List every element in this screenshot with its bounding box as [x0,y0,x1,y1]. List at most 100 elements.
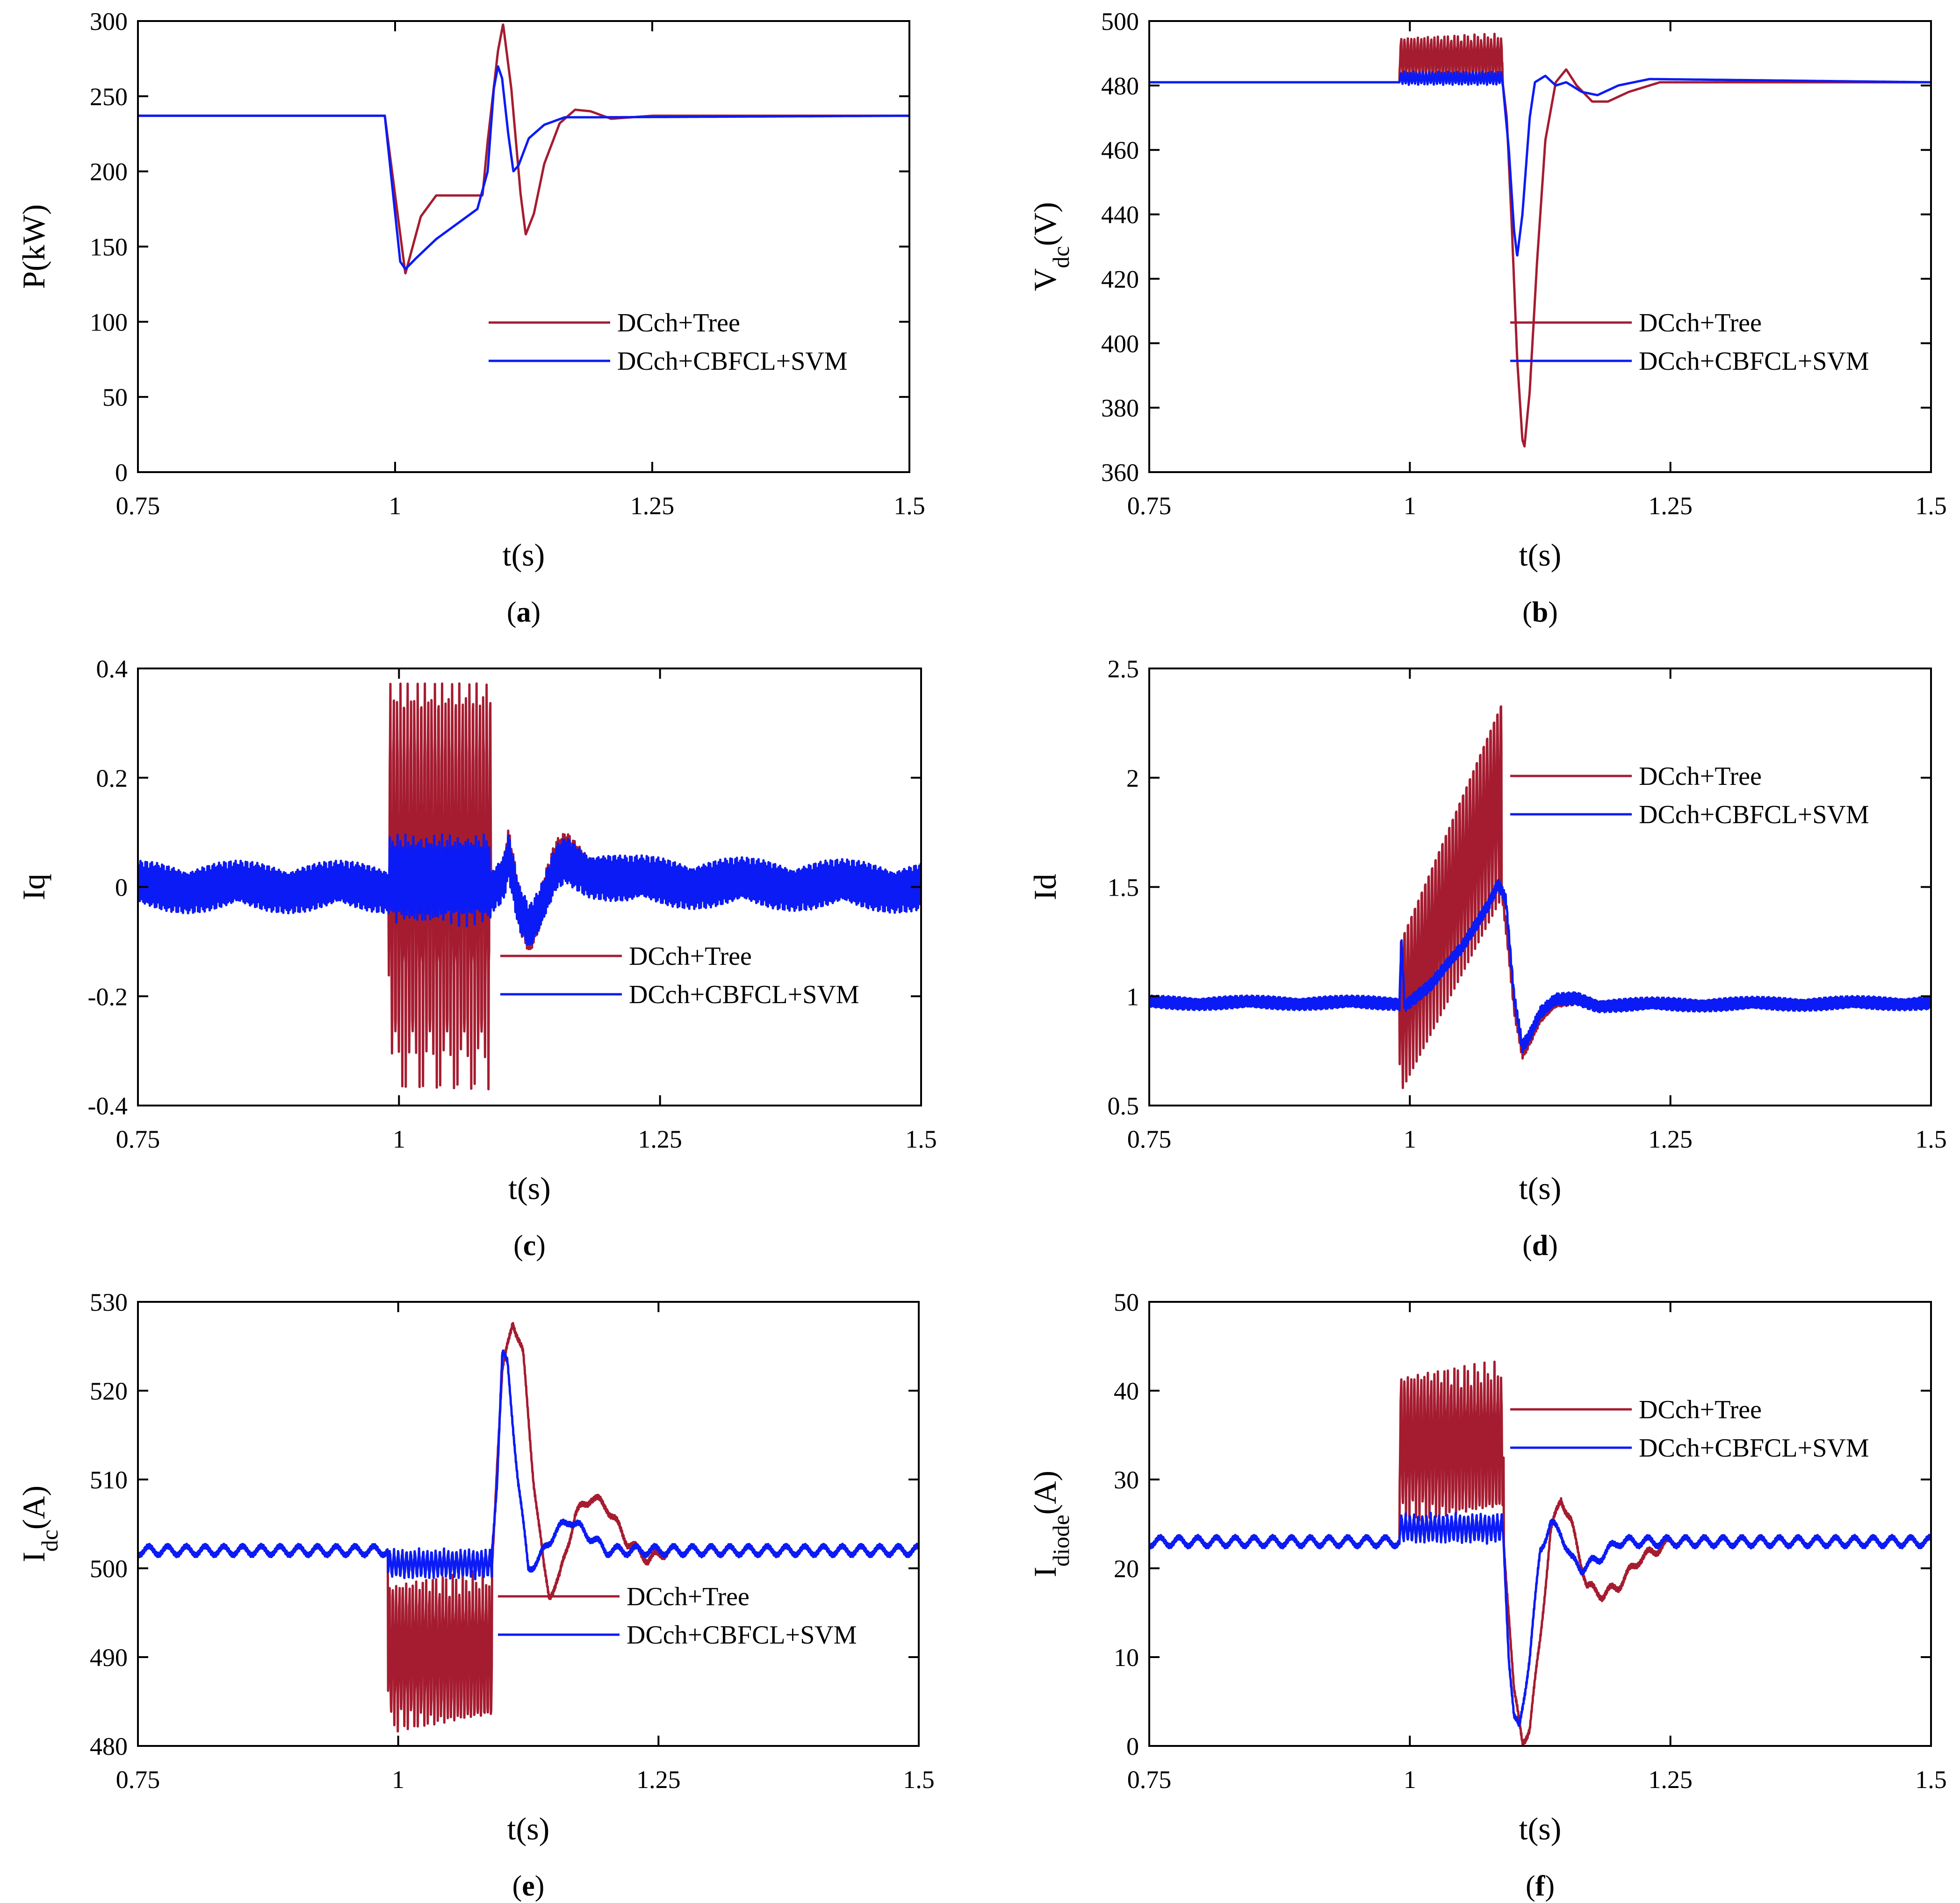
y-tick-label: 0.4 [96,655,128,683]
subfigure-label: (c) [513,1230,546,1262]
y-tick-label: 2.5 [1108,655,1139,683]
legend-a: DCch+Tree DCch+CBFCL+SVM [489,309,848,376]
series-line-b-cbfcl-svm [1149,70,1931,257]
y-tick-label: 0.5 [1108,1092,1139,1120]
x-tick-label: 1.25 [636,1766,681,1794]
x-axis-label: t(s) [503,537,545,573]
series-line-e-cbfcl-svm [138,1349,919,1580]
legend-b: DCch+Tree DCch+CBFCL+SVM [1510,309,1869,376]
x-tick-label: 1 [392,1766,404,1794]
y-tick-label: 510 [90,1466,128,1494]
axes-frame-a [137,20,910,473]
y-tick-label: 40 [1114,1377,1139,1405]
y-tick-label: 20 [1114,1555,1139,1583]
x-tick-label: 1.5 [1915,492,1947,520]
legend-d: DCch+Tree DCch+CBFCL+SVM [1510,762,1869,829]
subfigure-label: (a) [507,596,540,628]
y-tick-label: 420 [1101,265,1139,293]
x-tick-label: 1.5 [894,492,925,520]
x-axis-label: t(s) [507,1811,550,1846]
series-line-a-cbfcl-svm [138,65,909,270]
y-tick-label: 500 [90,1555,128,1583]
y-tick-label: 1 [1126,983,1139,1011]
x-tick-label: 1.25 [1648,492,1693,520]
x-tick-label: 0.75 [1127,1125,1172,1153]
y-tick-label: 460 [1101,136,1139,165]
y-axis-label: Idiode(A) [1027,1471,1074,1577]
x-tick-label: 1 [1404,1766,1416,1794]
x-tick-label: 0.75 [1127,492,1172,520]
y-tick-label: -0.4 [88,1092,128,1120]
subplot-a: 0.75 1 1.25 1.5 0 50 100 150 200 250 300 t(s) P(kW) (… [16,7,925,628]
y-tick-label: 2 [1126,764,1139,792]
x-axis-label: t(s) [1519,537,1562,573]
legend-entry: DCch+Tree [1639,1395,1762,1424]
x-axis-label: t(s) [1519,1171,1562,1206]
x-tick-label: 1 [389,492,402,520]
subplot-c: 0.75 1 1.25 1.5 -0.4 -0.2 0 0.2 0.4 t(s) Iq (c) DCch… [16,655,937,1262]
legend-entry: DCch+Tree [617,309,740,338]
subfigure-label: (e) [512,1870,545,1902]
y-tick-label: 360 [1101,459,1139,487]
legend-entry: DCch+CBFCL+SVM [1639,347,1869,376]
legend-f: DCch+Tree DCch+CBFCL+SVM [1510,1395,1869,1463]
subplot-f: 0.75 1 1.25 1.5 0 10 20 30 40 50 t(s) Idiode(A) (f) D… [1027,1288,1947,1902]
y-tick-label: 0 [115,459,128,487]
y-tick-label: 400 [1101,330,1139,358]
y-tick-label: 380 [1101,394,1139,422]
x-axis-label: t(s) [1519,1811,1562,1846]
y-tick-label: 480 [90,1732,128,1760]
y-tick-label: 440 [1101,201,1139,229]
legend-c: DCch+Tree DCch+CBFCL+SVM [500,942,859,1009]
y-tick-label: 250 [90,83,128,111]
y-tick-label: 0 [1126,1732,1139,1760]
x-tick-label: 1.5 [905,1125,937,1153]
y-tick-label: 50 [102,383,128,411]
y-tick-label: 530 [90,1288,128,1316]
series-line-b-tree [1149,32,1931,448]
x-axis-label: t(s) [508,1171,551,1206]
subplot-b: 0.75 1 1.25 1.5 360 380 400 420 440 460 480 500 t(s)… [1027,7,1947,628]
x-tick-label: 1.25 [630,492,675,520]
x-tick-label: 0.75 [116,1125,160,1153]
legend-entry: DCch+CBFCL+SVM [1639,1434,1869,1463]
axes-frame-f [1148,1301,1932,1747]
legend-entry: DCch+Tree [629,942,752,971]
x-tick-label: 1.25 [638,1125,682,1153]
legend-entry: DCch+Tree [627,1582,749,1611]
y-tick-label: 100 [90,308,128,336]
y-tick-label: 0.2 [96,764,128,792]
y-tick-label: -0.2 [88,983,128,1011]
x-tick-label: 1 [1404,1125,1416,1153]
y-axis-label: P(kW) [16,204,51,289]
x-tick-label: 0.75 [116,492,160,520]
legend-entry: DCch+Tree [1639,762,1762,791]
x-tick-label: 1.5 [1915,1766,1947,1794]
y-axis-label: Id [1027,874,1063,900]
y-tick-label: 300 [90,7,128,36]
x-tick-label: 1.5 [903,1766,935,1794]
x-tick-label: 0.75 [116,1766,160,1794]
x-tick-label: 1 [393,1125,405,1153]
x-tick-label: 0.75 [1127,1766,1172,1794]
subplot-e: 0.75 1 1.25 1.5 480 490 500 510 520 530 t(s) Idc(A)… [16,1288,935,1902]
y-tick-label: 520 [90,1377,128,1405]
series-line-c-cbfcl-svm [138,833,921,946]
legend-e: DCch+Tree DCch+CBFCL+SVM [498,1582,857,1650]
y-axis-label: Vdc(V) [1027,202,1074,291]
y-tick-label: 1.5 [1108,874,1139,902]
y-tick-label: 500 [1101,7,1139,36]
series-line-e-tree [138,1321,919,1733]
legend-entry: DCch+CBFCL+SVM [1639,800,1869,829]
x-tick-label: 1 [1404,492,1416,520]
y-tick-label: 50 [1114,1288,1139,1316]
y-tick-label: 30 [1114,1466,1139,1494]
subfigure-label: (f) [1526,1870,1555,1902]
y-tick-label: 490 [90,1644,128,1672]
legend-entry: DCch+CBFCL+SVM [629,980,859,1009]
y-tick-label: 150 [90,233,128,261]
subfigure-label: (b) [1522,596,1558,628]
y-tick-label: 0 [115,874,128,902]
series-line-f-cbfcl-svm [1149,1512,1931,1727]
